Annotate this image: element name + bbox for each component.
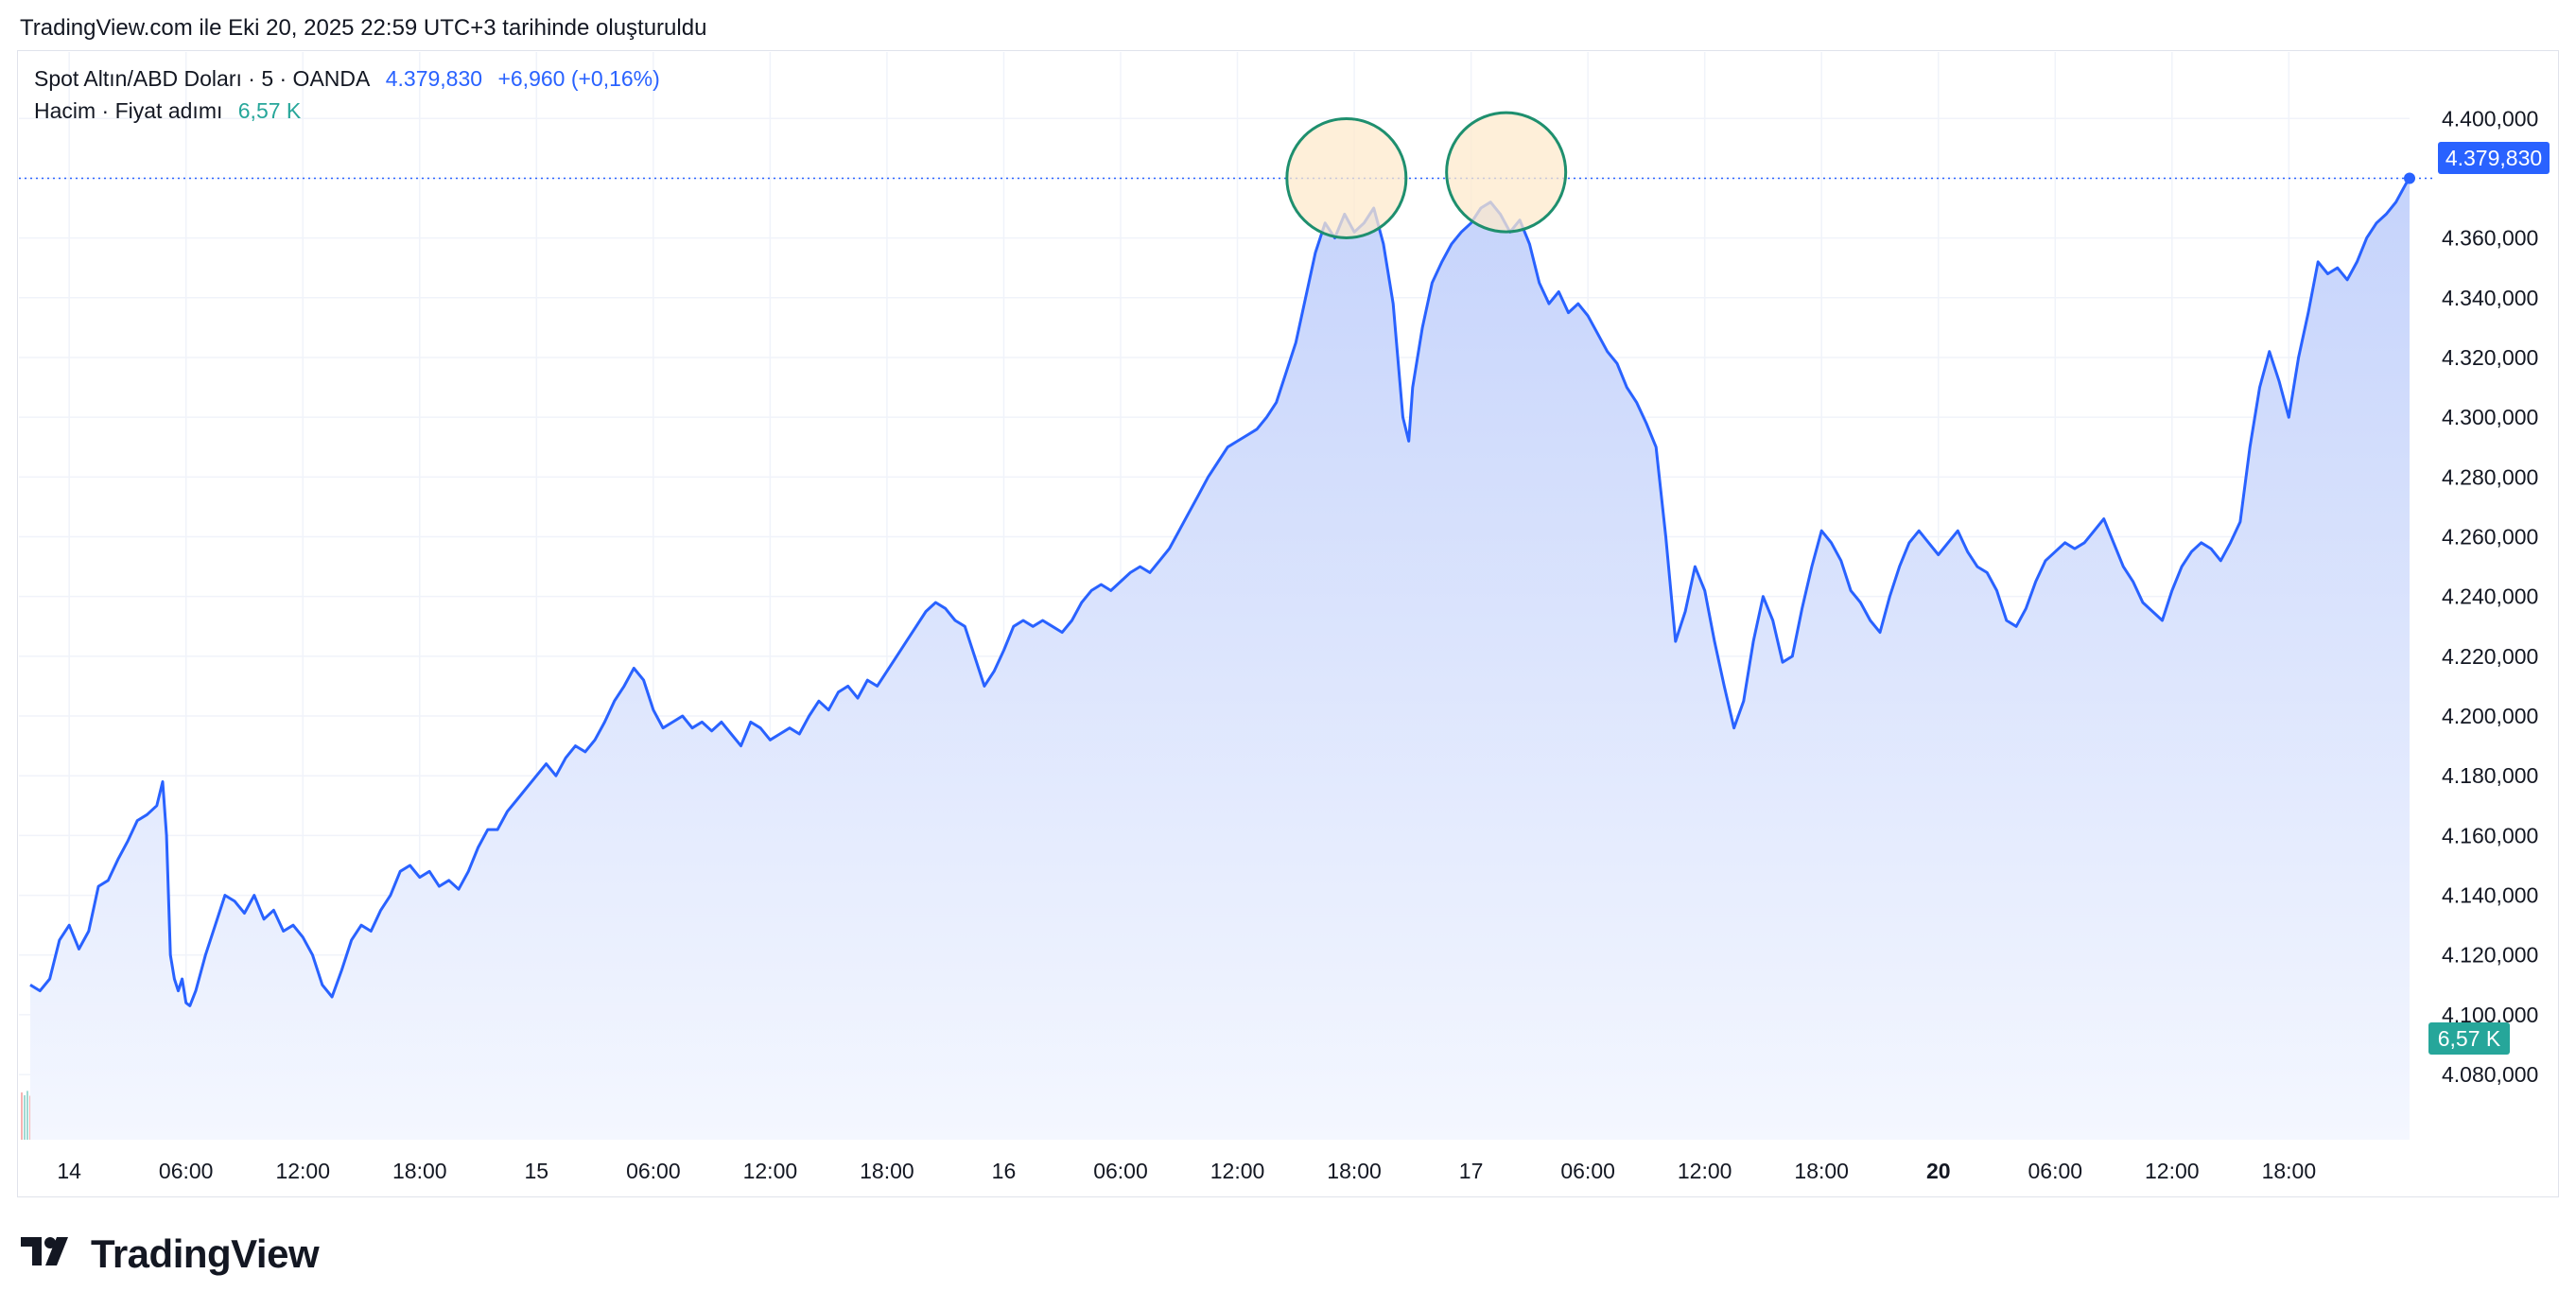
x-tick-label: 06:00 xyxy=(159,1159,214,1183)
x-tick-label: 18:00 xyxy=(392,1159,447,1183)
legend-price: 4.379,830 xyxy=(385,66,483,91)
last-price-dot xyxy=(2404,172,2415,184)
price-area xyxy=(30,178,2410,1140)
x-tick-label: 12:00 xyxy=(275,1159,330,1183)
x-tick-label: 18:00 xyxy=(860,1159,914,1183)
x-tick-label: 06:00 xyxy=(626,1159,681,1183)
legend-symbol: Spot Altın/ABD Doları · 5 · OANDA xyxy=(34,66,371,91)
y-tick-label: 4.340,000 xyxy=(2442,286,2538,310)
x-tick-label: 06:00 xyxy=(2028,1159,2082,1183)
legend-main[interactable]: Spot Altın/ABD Doları · 5 · OANDA 4.379,… xyxy=(34,66,670,92)
tradingview-icon xyxy=(21,1237,68,1265)
x-tick-label: 12:00 xyxy=(1678,1159,1732,1183)
x-tick-label: 18:00 xyxy=(2262,1159,2317,1183)
last-price-tag: 4.379,830 xyxy=(2438,142,2550,174)
y-tick-label: 4.160,000 xyxy=(2442,823,2538,847)
x-tick-label: 14 xyxy=(57,1159,81,1183)
x-tick-label: 12:00 xyxy=(1210,1159,1265,1183)
brand-name: TradingView xyxy=(91,1231,320,1276)
legend-volume-value: 6,57 K xyxy=(237,98,302,123)
x-tick-label: 16 xyxy=(992,1159,1017,1183)
y-tick-label: 4.360,000 xyxy=(2442,226,2538,251)
x-tick-label: 18:00 xyxy=(1794,1159,1849,1183)
legend-change: +6,960 (+0,16%) xyxy=(497,66,660,91)
tradingview-logo[interactable]: TradingView xyxy=(21,1231,320,1277)
created-note: TradingView.com ile Eki 20, 2025 22:59 U… xyxy=(20,15,707,41)
y-tick-label: 4.140,000 xyxy=(2442,883,2538,908)
legend-volume-label: Hacim · Fiyat adımı xyxy=(34,98,223,123)
time-axis: 14 06:00 12:00 18:00 15 06:00 12:00 18:00 16 06:0… xyxy=(57,1159,2316,1183)
y-tick-label: 4.260,000 xyxy=(2442,525,2538,550)
volume-bar xyxy=(21,1092,23,1140)
volume-tag: 6,57 K xyxy=(2428,1022,2510,1055)
x-tick-label: 12:00 xyxy=(743,1159,798,1183)
legend-volume[interactable]: Hacim · Fiyat adımı 6,57 K xyxy=(34,98,310,124)
x-tick-label: 12:00 xyxy=(2145,1159,2200,1183)
chart-frame xyxy=(17,50,2559,1197)
y-tick-label: 4.280,000 xyxy=(2442,464,2538,489)
x-tick-label: 18:00 xyxy=(1327,1159,1382,1183)
x-tick-label: 15 xyxy=(525,1159,549,1183)
volume-bar xyxy=(26,1091,28,1140)
y-tick-label: 4.300,000 xyxy=(2442,405,2538,429)
y-tick-label: 4.080,000 xyxy=(2442,1062,2538,1087)
y-tick-label: 4.200,000 xyxy=(2442,704,2538,728)
y-tick-label: 4.320,000 xyxy=(2442,345,2538,370)
y-tick-label: 4.120,000 xyxy=(2442,943,2538,968)
annotation-circle xyxy=(1445,111,1568,234)
x-tick-label: 06:00 xyxy=(1093,1159,1148,1183)
price-axis: 4.400,000 4.360,000 4.340,000 4.320,000 4.30… xyxy=(2442,106,2538,1087)
volume-bar xyxy=(24,1095,26,1140)
annotation-circle xyxy=(1285,116,1408,239)
price-line xyxy=(29,177,2411,1007)
y-tick-label: 4.180,000 xyxy=(2442,763,2538,788)
y-tick-label: 4.240,000 xyxy=(2442,585,2538,609)
annotation-circles xyxy=(1285,111,1568,239)
x-tick-label: 20 xyxy=(1926,1159,1951,1183)
y-tick-label: 4.400,000 xyxy=(2442,106,2538,131)
x-tick-label: 06:00 xyxy=(1560,1159,1615,1183)
y-tick-label: 4.220,000 xyxy=(2442,644,2538,669)
x-tick-label: 17 xyxy=(1459,1159,1484,1183)
